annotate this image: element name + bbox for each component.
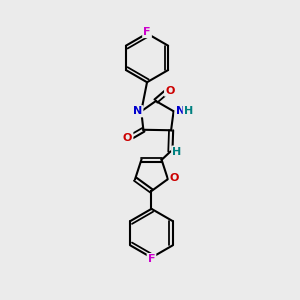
Text: O: O: [170, 173, 179, 183]
Text: N: N: [176, 106, 185, 116]
Text: F: F: [148, 254, 155, 264]
Text: H: H: [184, 106, 193, 116]
Text: O: O: [165, 85, 175, 96]
Text: O: O: [123, 133, 132, 143]
Text: F: F: [143, 27, 151, 37]
Text: H: H: [172, 147, 182, 157]
Text: N: N: [133, 106, 142, 116]
